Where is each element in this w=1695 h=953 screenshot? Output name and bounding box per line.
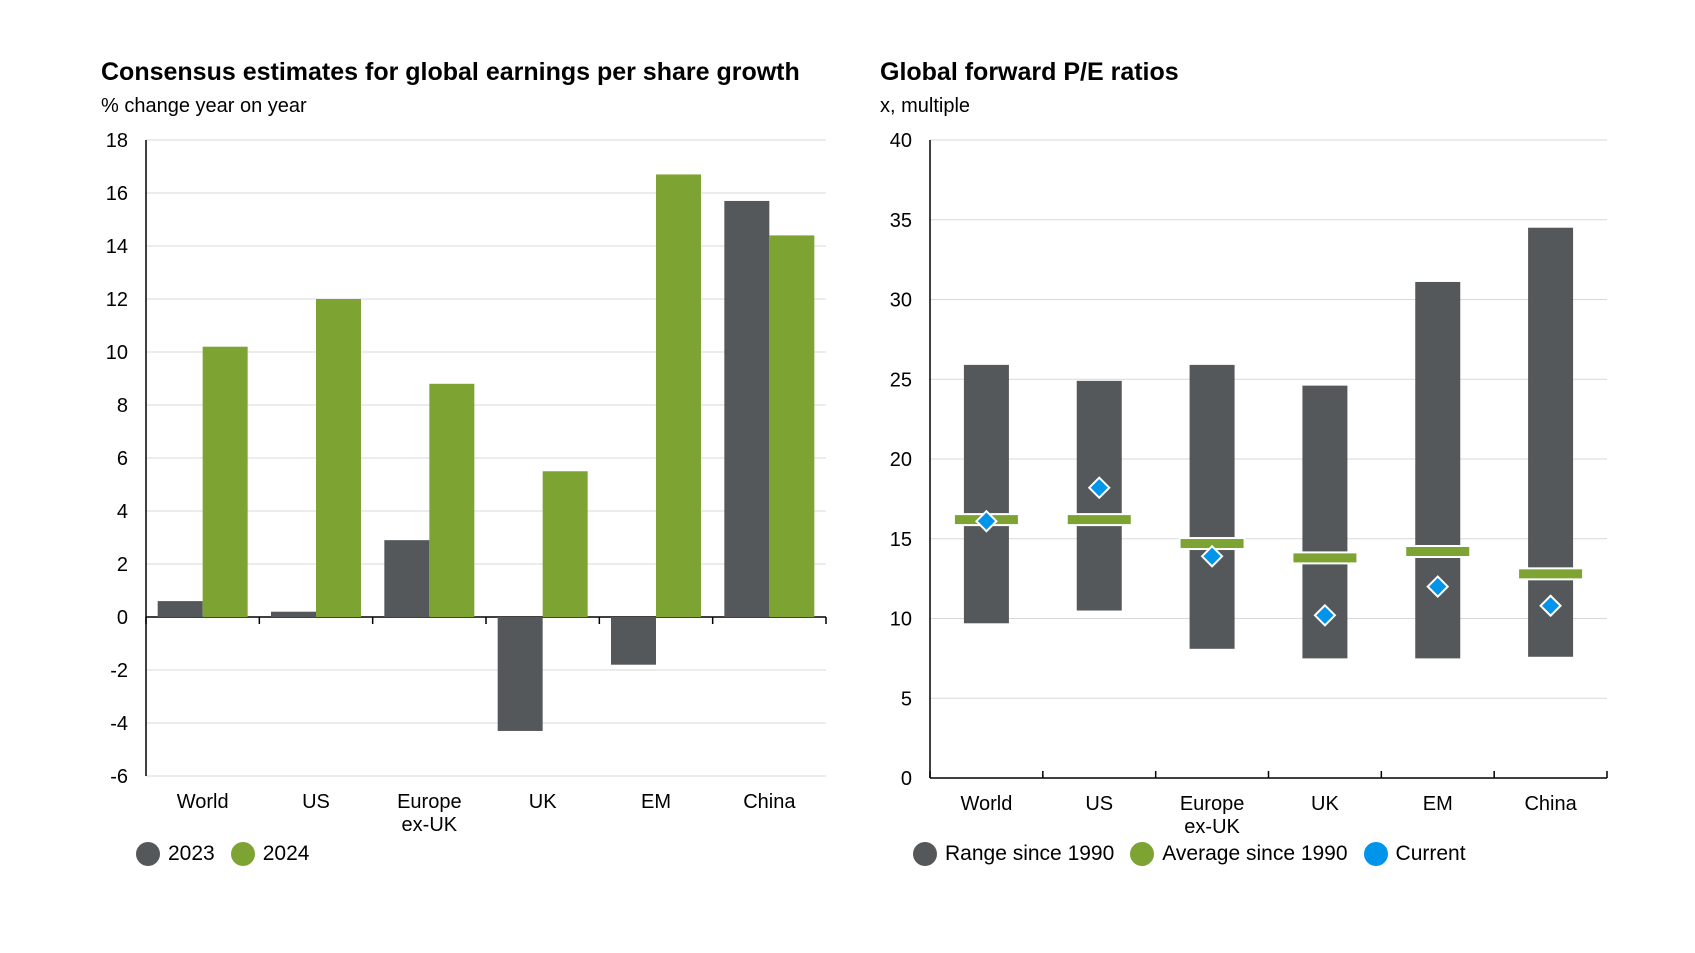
y-tick-label: 8	[117, 395, 128, 417]
legend-swatch-average	[1130, 842, 1155, 866]
eps-chart-title: Consensus estimates for global earnings …	[101, 58, 800, 86]
legend-item-2024: 2024	[230, 842, 310, 866]
y-tick-label: 2	[117, 554, 128, 576]
bar-2024-europe-ex-uk	[429, 383, 475, 617]
x-tick-label-china: China	[1524, 793, 1577, 815]
legend-swatch-current	[1363, 842, 1388, 866]
y-tick-label: 10	[890, 609, 912, 631]
eps-growth-chart-panel: Consensus estimates for global earnings …	[101, 58, 827, 866]
bar-2023-uk	[497, 617, 543, 731]
y-tick-label: 6	[117, 448, 128, 470]
range-bar-europe-ex-uk	[1189, 364, 1235, 649]
range-bar-em	[1415, 281, 1461, 659]
x-tick-label-world: World	[177, 791, 229, 813]
x-tick-label-us: US	[302, 791, 330, 813]
pe-chart-plot: 0 5 10 15 20 25 30 35 40 World US Europe ex-UK UK EM Ch…	[890, 130, 1608, 838]
legend-label-2023: 2023	[168, 842, 215, 865]
pe-chart-title: Global forward P/E ratios	[880, 58, 1179, 86]
x-tick-label-em: EM	[641, 791, 671, 813]
x-tick-label-uk: UK	[1311, 793, 1339, 815]
legend-label-2024: 2024	[262, 842, 310, 865]
current-marker-us	[1087, 476, 1111, 500]
average-marker-china	[1517, 567, 1585, 581]
current-marker-uk	[1313, 603, 1337, 627]
eps-chart-legend: 2023 2024	[136, 842, 325, 866]
y-tick-label: -4	[110, 713, 128, 735]
x-tick-label-world: World	[960, 793, 1012, 815]
average-marker-uk	[1291, 551, 1359, 565]
y-tick-label: 16	[106, 183, 128, 205]
x-tick-label-china: China	[743, 791, 796, 813]
y-tick-label: 10	[106, 342, 128, 364]
y-tick-label: 25	[890, 369, 912, 391]
x-tick-label-uk: UK	[529, 791, 557, 813]
y-tick-label: 14	[106, 236, 128, 258]
bar-2023-europe-ex-uk	[384, 540, 430, 617]
x-tick-label-em: EM	[1423, 793, 1453, 815]
range-bar-world	[963, 364, 1009, 624]
bar-2023-world	[157, 601, 203, 617]
legend-item-range: Range since 1990	[913, 842, 1114, 866]
x-tick-label-europe-ex-uk: Europe ex-UK	[397, 791, 462, 836]
legend-item-average: Average since 1990	[1130, 842, 1348, 866]
bar-2024-em	[656, 174, 701, 617]
y-tick-label: -6	[110, 766, 128, 788]
eps-chart-plot: -6 -4 -2 0 2 4 6 8 10 12 14 16 18 World US Europe ex-UK U…	[106, 130, 827, 836]
y-tick-label: 20	[890, 449, 912, 471]
x-tick-label-europe-ex-uk: Europe ex-UK	[1180, 793, 1245, 838]
current-marker-em	[1426, 575, 1450, 599]
bar-2023-china	[724, 200, 770, 617]
legend-item-current: Current	[1363, 842, 1466, 866]
bar-2023-us	[271, 611, 316, 617]
y-tick-label: 0	[117, 607, 128, 629]
current-marker-world	[975, 509, 998, 533]
y-tick-label: 15	[890, 529, 912, 551]
current-marker-china	[1539, 594, 1562, 618]
pe-chart-subtitle: x, multiple	[880, 95, 971, 117]
y-tick-label: 5	[901, 688, 912, 710]
legend-item-2023: 2023	[136, 842, 215, 866]
y-tick-label: 35	[890, 210, 912, 232]
legend-swatch-range	[913, 842, 937, 866]
average-marker-em	[1404, 545, 1472, 559]
y-tick-label: 40	[890, 130, 912, 152]
legend-label-average: Average since 1990	[1162, 842, 1348, 865]
y-tick-label: 18	[106, 130, 128, 152]
bar-2024-world	[202, 346, 248, 617]
legend-swatch-2023	[136, 842, 160, 866]
eps-chart-subtitle: % change year on year	[101, 95, 307, 117]
range-bar-china	[1528, 227, 1574, 657]
y-tick-label: 4	[117, 501, 128, 523]
pe-chart-legend: Range since 1990 Average since 1990 Curr…	[913, 842, 1482, 866]
y-tick-label: 12	[106, 289, 128, 311]
pe-ratio-chart-panel: Global forward P/E ratios x, multiple 0 5…	[860, 0, 1695, 953]
bar-2023-em	[611, 617, 656, 665]
bar-2024-uk	[542, 471, 588, 617]
legend-label-range: Range since 1990	[945, 842, 1115, 865]
x-tick-label-us: US	[1085, 793, 1113, 815]
legend-swatch-2024	[230, 842, 255, 866]
legend-label-current: Current	[1395, 842, 1466, 865]
bar-2024-us	[316, 299, 361, 617]
average-marker-us	[1065, 513, 1133, 527]
y-tick-label: -2	[110, 660, 128, 682]
y-tick-label: 30	[890, 290, 912, 312]
current-marker-europe-ex-uk	[1200, 544, 1224, 568]
y-tick-label: 0	[901, 768, 912, 790]
bar-2024-china	[769, 235, 815, 617]
